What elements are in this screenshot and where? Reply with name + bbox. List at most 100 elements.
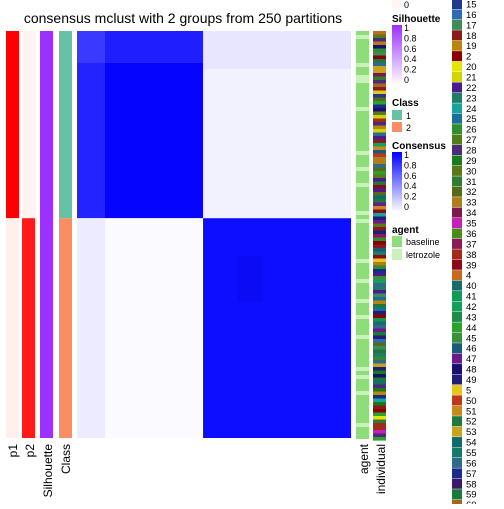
individual-cell [373,353,386,357]
individual-cell [373,31,386,35]
individual-cell [373,139,386,144]
legend-individual-swatch [452,353,462,364]
individual-cell [373,276,386,280]
individual-cell [373,45,386,49]
class-column-class1 [59,31,72,219]
matrix-texture-band [77,31,204,63]
individual-cell [373,94,386,98]
individual-cell [373,66,386,70]
agent-cell [356,59,369,63]
agent-cell [356,415,369,419]
agent-cell [356,375,369,379]
agent-cell [356,39,369,43]
legend-individual-swatch [452,249,462,260]
legend-individual-label: 58 [466,479,477,490]
legend-individual-swatch [452,332,462,343]
agent-cell [356,259,369,263]
individual-cell [373,290,386,294]
legend-individual-swatch [452,499,462,509]
agent-cell [356,331,369,335]
agent-cell [356,391,369,395]
legend-individual-swatch [452,301,462,312]
individual-cell [373,136,386,140]
agent-cell [356,255,369,259]
individual-cell [373,412,386,417]
agent-cell [356,359,369,363]
agent-cell [356,67,369,71]
legend-tick-label: 0.8 [404,160,417,170]
legend-agent-baseline-swatch [392,236,402,247]
class-column-class2 [59,218,72,438]
agent-cell [356,411,369,415]
individual-cell [373,216,386,221]
individual-cell [373,307,386,312]
legend-individual-swatch [452,9,462,20]
individual-cell [373,185,386,189]
individual-cell [373,108,386,112]
agent-cell [356,239,369,243]
block-class2-class2 [203,218,351,438]
legend-individual-swatch [452,374,462,385]
agent-cell [356,271,369,275]
individual-cell [373,339,386,343]
individual-cell [373,38,386,42]
agent-cell [356,99,369,103]
agent-cell [356,407,369,411]
legend-tick-label: 0.4 [404,54,417,64]
agent-cell [356,127,369,131]
legend-individual-swatch [452,155,462,166]
legend-individual-label: 26 [466,125,477,136]
individual-cell [373,388,386,392]
legend-individual-swatch [452,395,462,406]
agent-cell [356,123,369,127]
agent-cell [356,295,369,299]
legend-individual-label: 43 [466,312,477,323]
agent-cell [356,143,369,147]
legend-individual-label: 37 [466,239,477,250]
legend-individual-label: 29 [466,156,477,167]
individual-cell [373,125,386,130]
legend-individual-label: 36 [466,229,477,240]
legend-individual-swatch [452,165,462,176]
legend-individual-swatch [452,447,462,458]
agent-cell [356,243,369,247]
matrix-texture-band [237,256,263,302]
agent-cell [356,111,369,115]
individual-cell [373,409,386,413]
legend-individual-swatch [452,218,462,229]
individual-cell [373,342,386,347]
legend-agent-letrozole-label: letrozole [406,250,440,260]
individual-cell [373,300,386,305]
agent-cell [356,283,369,287]
individual-cell [373,328,386,333]
legend-individual-swatch [452,343,462,354]
agent-cell [356,79,369,83]
legend-individual-swatch [452,384,462,395]
individual-cell [373,101,386,105]
individual-cell [373,164,386,168]
consensus-matrix [77,31,351,438]
column-labels: p1 p2 Silhouette Class agent individual [6,443,388,497]
individual-cell [373,269,386,273]
legend-individual-label: 50 [466,396,477,407]
legend-consensus-bar [392,152,402,212]
column-label-class: Class [59,444,73,474]
individual-cell [373,80,386,84]
agent-cell [356,223,369,227]
legend-individual-swatch [452,437,462,448]
individual-cell [373,118,386,123]
legend-individual-label: 16 [466,10,477,21]
legend-individual-label: 34 [466,208,477,219]
agent-cell [356,151,369,155]
legend-tick-label: 0.2 [404,192,417,202]
individual-cell [373,381,386,385]
legend-individual-label: 48 [466,365,477,376]
agent-cell [356,323,369,327]
individual-cell [373,160,386,165]
matrix-texture-band [77,218,105,438]
agent-cell [356,163,369,167]
individual-cell [373,419,386,424]
individual-cell [373,227,386,231]
legend-individual-label: 31 [466,177,477,188]
